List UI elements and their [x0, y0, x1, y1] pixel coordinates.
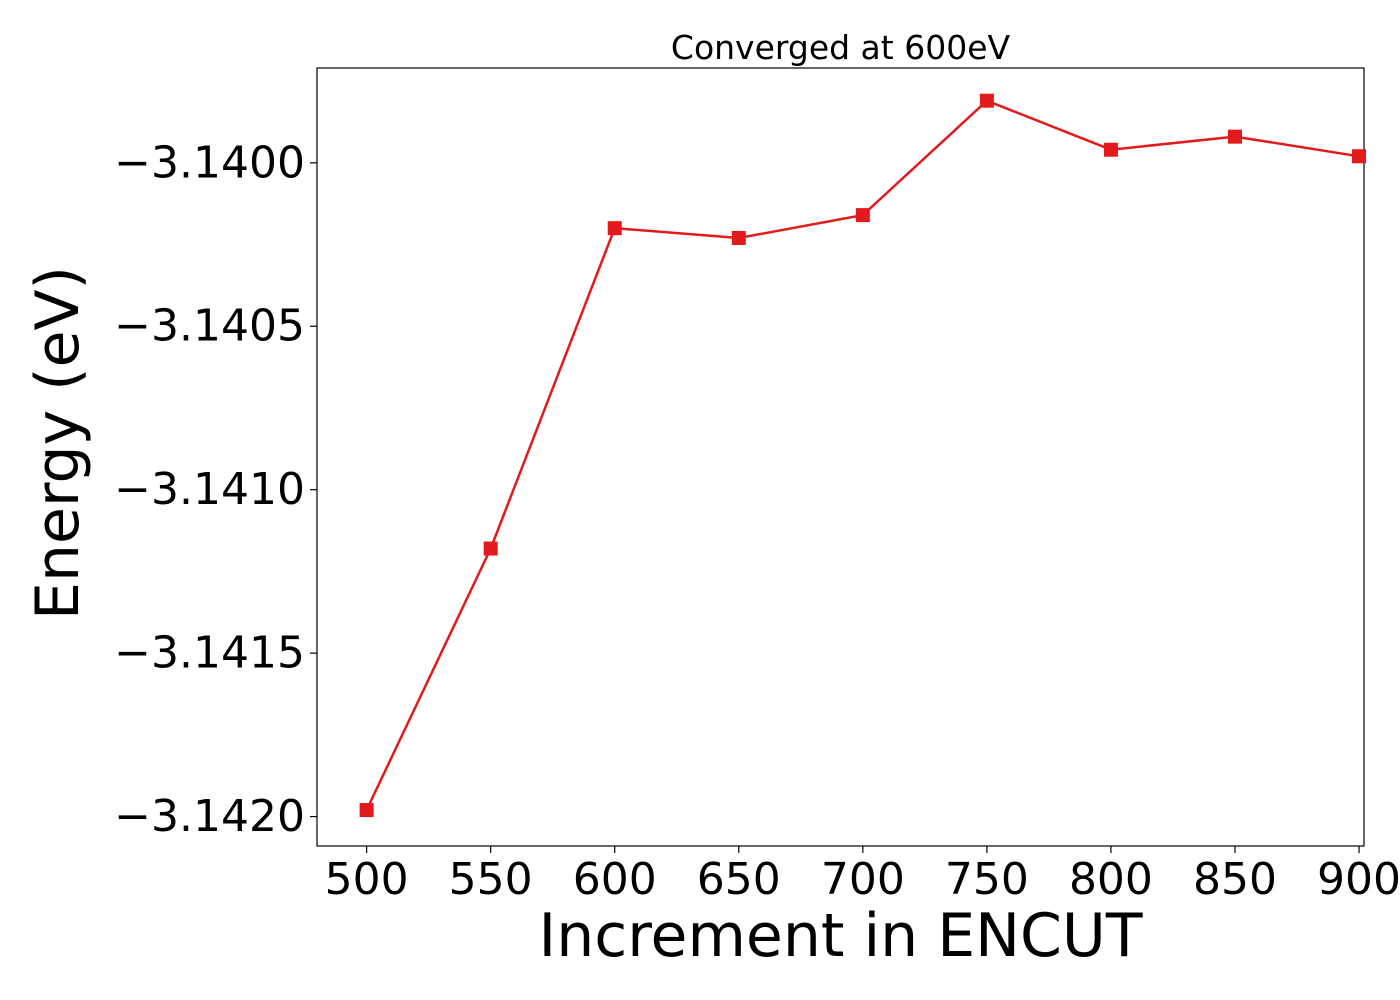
x-tick-label: 750: [945, 854, 1029, 905]
data-point: [483, 541, 498, 556]
y-tick-label: −3.1405: [114, 301, 305, 352]
x-axis-label: Increment in ENCUT: [539, 901, 1143, 971]
y-tick-label: −3.1400: [114, 137, 305, 188]
x-tick-label: 850: [1193, 854, 1277, 905]
x-tick-label: 900: [1317, 854, 1400, 905]
data-point: [855, 208, 870, 223]
data-point: [607, 221, 622, 236]
plot-area: [316, 67, 1365, 847]
x-tick-label: 650: [697, 854, 781, 905]
data-point: [359, 803, 374, 818]
series-layer: [359, 93, 1367, 818]
y-tick-label: −3.1410: [114, 464, 305, 515]
y-axis-label: Energy (eV): [23, 266, 93, 620]
y-tick-label: −3.1420: [114, 791, 305, 842]
data-point: [1227, 129, 1242, 144]
x-tick-label: 550: [449, 854, 533, 905]
y-axis: −3.1400 −3.1405 −3.1410 −3.1415 −3.1420: [114, 137, 317, 842]
data-point: [731, 230, 746, 245]
chart-title: Converged at 600eV: [671, 28, 1011, 67]
x-tick-label: 800: [1069, 854, 1153, 905]
x-tick-label: 500: [325, 854, 409, 905]
y-tick-label: −3.1415: [114, 628, 305, 679]
data-point: [979, 93, 994, 108]
x-tick-label: 600: [573, 854, 657, 905]
x-tick-label: 700: [821, 854, 905, 905]
data-point: [1352, 149, 1367, 164]
series-line: [365, 99, 1360, 811]
x-axis: 500 550 600 650 700 750 800 850 900: [325, 846, 1400, 905]
data-point: [1103, 142, 1118, 157]
